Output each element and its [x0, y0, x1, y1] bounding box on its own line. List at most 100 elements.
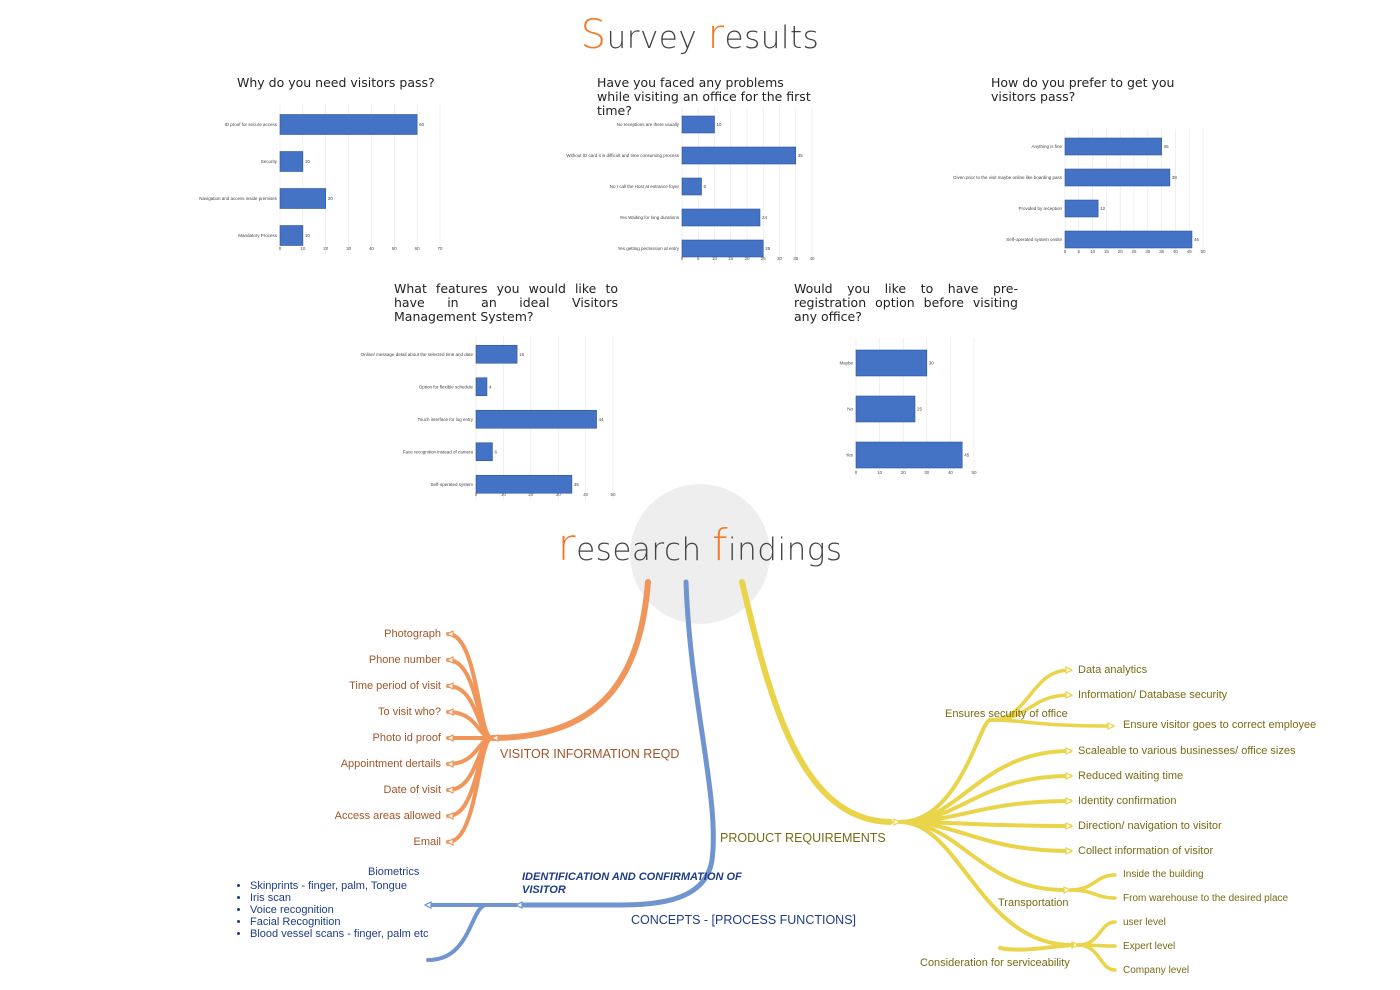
- survey-results-title: Survey results: [580, 12, 820, 58]
- bar: [1064, 199, 1099, 218]
- yellow-leaf-branch: [1068, 888, 1117, 900]
- category-label: Self-operated system: [430, 482, 473, 487]
- data-label: 45: [964, 453, 970, 458]
- x-tick-label: 50: [392, 246, 398, 251]
- x-tick-label: 30: [1145, 249, 1151, 254]
- x-tick-label: 0: [855, 470, 858, 475]
- x-tick-label: 20: [744, 256, 750, 261]
- blue-main-branch: [517, 579, 716, 908]
- x-tick-label: 40: [1173, 249, 1179, 254]
- bar: [279, 151, 304, 172]
- x-tick-label: 60: [415, 246, 421, 251]
- x-tick-label: 45: [1187, 249, 1193, 254]
- data-label: 15: [519, 352, 525, 357]
- visitor-info-item: Time period of visit: [349, 680, 441, 692]
- x-tick-label: 35: [1159, 249, 1165, 254]
- branch-arrow: [445, 838, 454, 846]
- biometrics-item: Skinprints - finger, palm, Tongue: [250, 880, 429, 892]
- data-label: 38: [1172, 175, 1178, 180]
- yellow-sub-branch: [898, 749, 1072, 824]
- x-tick-label: 20: [901, 470, 907, 475]
- branch-arrow: [445, 630, 454, 638]
- research-findings-title: research findings: [557, 520, 843, 571]
- visitor-info-item: Access areas allowed: [334, 810, 441, 822]
- category-label: Yes Waiting for long durations: [620, 215, 680, 220]
- branch-arrow: [1065, 797, 1074, 805]
- serviceability-item: Expert level: [1123, 941, 1176, 952]
- category-label: Provided by reception: [1018, 206, 1062, 211]
- category-label: No: [847, 407, 853, 412]
- x-tick-label: 10: [501, 492, 507, 497]
- visitor-info-item: Phone number: [368, 654, 441, 666]
- bar: [475, 377, 488, 397]
- x-tick-label: 30: [777, 256, 783, 261]
- visitor-info-item: Appointment dertails: [340, 758, 441, 770]
- x-tick-label: 15: [1104, 249, 1110, 254]
- data-label: 6: [704, 184, 707, 189]
- branch-arrow: [1063, 886, 1072, 894]
- bar: [475, 474, 573, 494]
- category-label: No receptions are there usually: [617, 122, 680, 127]
- data-label: 10: [717, 122, 723, 127]
- x-tick-label: 0: [1064, 249, 1067, 254]
- visitor-info-item: Photograph: [384, 628, 441, 640]
- bar: [1064, 137, 1162, 156]
- branch-arrow: [445, 656, 454, 664]
- chart-ideal-features: 0 10 20 30 40 50 Online/ message detail about …: [361, 336, 616, 501]
- data-label: 35: [798, 153, 804, 158]
- requirement-item: Identity confirmation: [1078, 795, 1177, 807]
- transportation-label: Transportation: [998, 897, 1069, 909]
- data-label: 10: [305, 159, 311, 164]
- x-tick-label: 40: [583, 492, 589, 497]
- branch-arrow: [1065, 691, 1074, 699]
- x-tick-label: 30: [346, 246, 352, 251]
- x-tick-label: 50: [1200, 249, 1206, 254]
- branch-arrow: [1107, 722, 1116, 730]
- x-tick-label: 5: [697, 256, 700, 261]
- category-label: Option for flexible schedule: [419, 384, 474, 389]
- data-label: 25: [765, 246, 771, 251]
- category-label: Given prior to the visit maybe online li…: [953, 175, 1063, 180]
- x-tick-label: 20: [528, 492, 534, 497]
- data-label: 10: [305, 233, 311, 238]
- orange-main-branch: [489, 579, 651, 741]
- category-label: Maybe: [839, 361, 853, 366]
- x-tick-label: 30: [924, 470, 930, 475]
- chart-pass-preference: 0 5 10 15 20 25 30 35 40 45 50 Anything is fine 35 Gi…: [953, 129, 1206, 255]
- yellow-sub-branch: [898, 820, 1067, 892]
- chart2-title: Have you faced any problems while visiti…: [597, 75, 811, 118]
- bar: [855, 441, 963, 469]
- biometrics-item: Blood vessel scans - finger, palm etc: [250, 928, 429, 940]
- bar: [681, 177, 702, 196]
- x-tick-label: 0: [475, 492, 478, 497]
- biometrics-label: Biometrics: [368, 866, 420, 878]
- requirement-item: Scaleable to various businesses/ office …: [1078, 745, 1296, 757]
- x-tick-label: 30: [556, 492, 562, 497]
- category-label: Mandatory Process: [238, 233, 278, 238]
- branch-arrow: [1065, 822, 1074, 830]
- x-tick-label: 0: [279, 246, 282, 251]
- branch-arrow: [445, 760, 454, 768]
- yellow-sub-branch: [998, 943, 1074, 952]
- x-tick-label: 15: [728, 256, 734, 261]
- category-label: Online/ message detail about the selecte…: [361, 352, 474, 357]
- bar: [855, 395, 916, 423]
- branch-arrow: [423, 901, 432, 909]
- category-label: Touch interface for log entry: [417, 417, 473, 422]
- bar: [1064, 230, 1193, 249]
- chart4-title: What features you would like to have in …: [394, 281, 618, 324]
- x-tick-label: 20: [323, 246, 329, 251]
- branch-arrow: [893, 818, 902, 826]
- data-label: 12: [1100, 206, 1106, 211]
- biometrics-list: Skinprints - finger, palm, Tongue Iris s…: [236, 880, 429, 940]
- x-tick-label: 20: [1118, 249, 1124, 254]
- bar: [279, 188, 327, 209]
- biometrics-item: Voice recognition: [250, 904, 429, 916]
- branch-arrow: [445, 812, 454, 820]
- x-tick-label: 50: [971, 470, 977, 475]
- category-label: Security: [261, 159, 278, 164]
- branch-arrow: [514, 901, 523, 909]
- category-label: No I call the Host at entrance foyer: [610, 184, 680, 189]
- visitor-info-item: To visit who?: [378, 706, 441, 718]
